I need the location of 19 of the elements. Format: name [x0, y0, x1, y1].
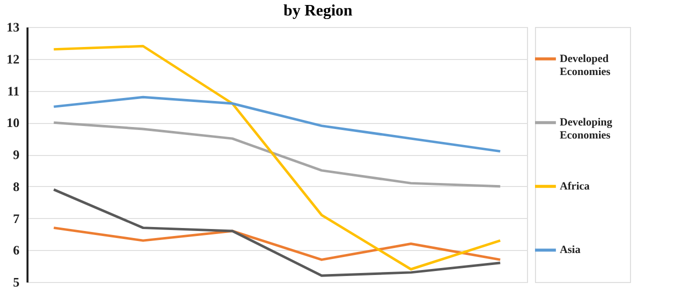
y-tick-label: 12: [6, 51, 20, 66]
y-tick-label: 13: [6, 20, 20, 34]
legend-label: Developing Economies: [560, 116, 613, 142]
legend-label: Developed Economies: [560, 52, 612, 78]
legend-label: Africa: [560, 180, 590, 192]
line-series: [52, 44, 502, 270]
y-tick-label: 8: [13, 178, 20, 194]
y-tick-label: 9: [13, 147, 20, 162]
y-tick-label: 6: [13, 242, 20, 258]
line-series: [52, 121, 502, 188]
chart-title: by Region: [284, 2, 353, 20]
y-tick-label: 10: [6, 115, 20, 130]
legend-label: Asia: [560, 244, 581, 256]
line-series: [52, 226, 502, 261]
y-tick-label: 11: [7, 83, 20, 98]
line-series: [52, 188, 502, 277]
line-series: [52, 96, 502, 153]
y-tick-label: 7: [13, 210, 20, 226]
y-tick-label: 5: [13, 274, 20, 290]
